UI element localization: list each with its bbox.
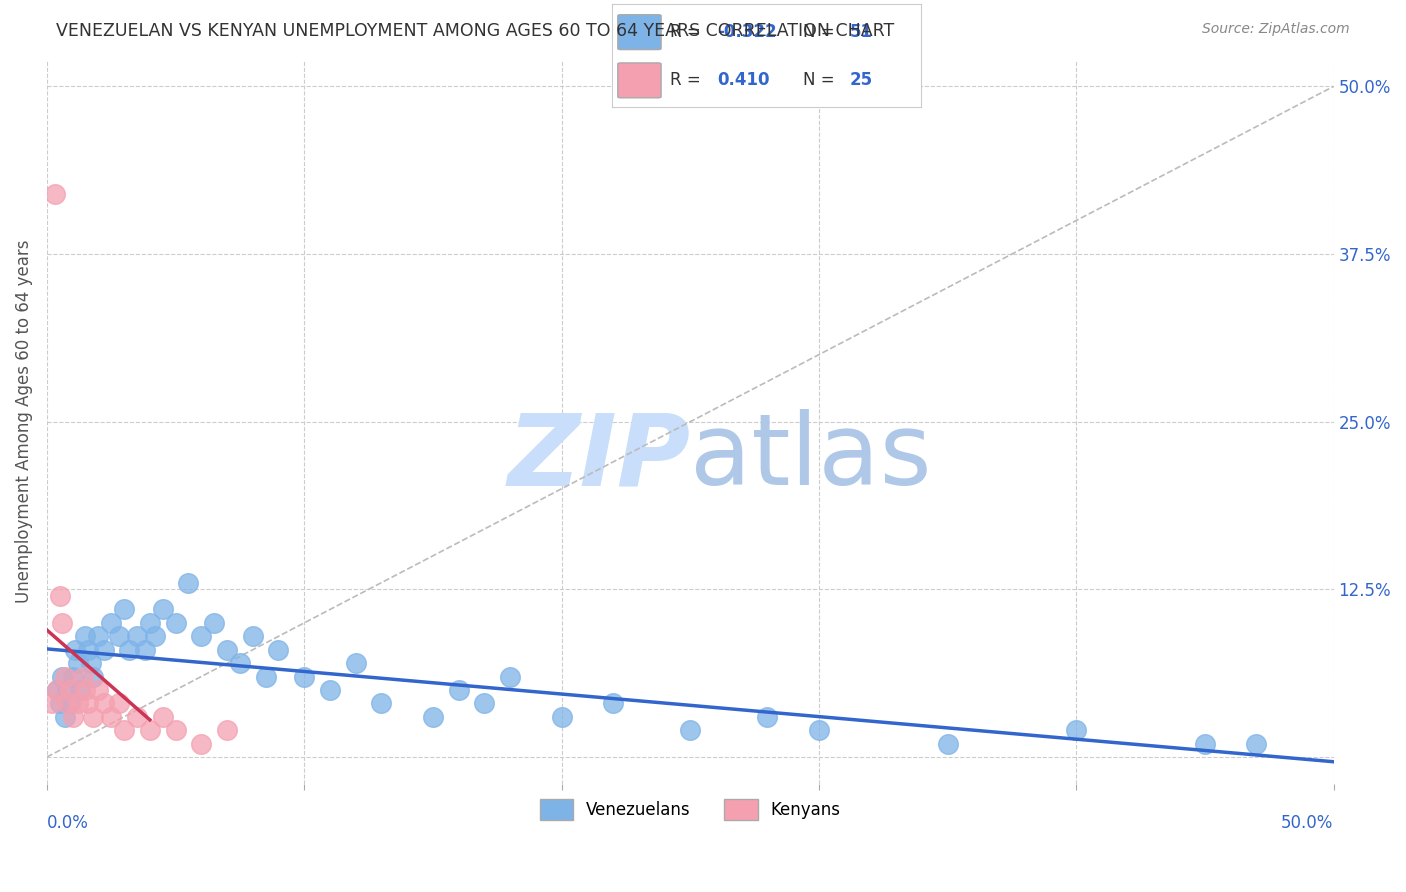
Point [79, 656, 101, 670]
Point [807, 723, 830, 738]
Text: VENEZUELAN VS KENYAN UNEMPLOYMENT AMONG AGES 60 TO 64 YEARS CORRELATION CHART: VENEZUELAN VS KENYAN UNEMPLOYMENT AMONG … [56, 22, 894, 40]
Point [82, 669, 104, 683]
Point [550, 710, 572, 724]
Point [66, 697, 89, 711]
Text: ZIP: ZIP [508, 409, 690, 507]
Point [82, 710, 104, 724]
Point [1064, 723, 1087, 738]
Text: atlas: atlas [690, 409, 932, 507]
Point [62, 710, 84, 724]
Point [202, 615, 225, 630]
Point [46, 682, 69, 697]
Point [215, 723, 238, 738]
Text: Source: ZipAtlas.com: Source: ZipAtlas.com [1202, 22, 1350, 37]
Point [72, 669, 94, 683]
Point [267, 642, 290, 657]
Point [108, 629, 131, 643]
Text: R =: R = [671, 71, 706, 89]
Point [472, 697, 495, 711]
Point [100, 615, 122, 630]
Point [190, 737, 212, 751]
Point [370, 697, 392, 711]
Point [51, 669, 73, 683]
Point [44, 186, 66, 201]
Point [242, 629, 264, 643]
Point [165, 615, 187, 630]
Point [87, 682, 110, 697]
Point [139, 615, 162, 630]
Text: 0.0%: 0.0% [46, 814, 89, 832]
Point [59, 682, 82, 697]
Text: R =: R = [671, 23, 706, 41]
Point [62, 669, 84, 683]
Point [499, 669, 522, 683]
Point [756, 710, 779, 724]
Point [66, 656, 89, 670]
Point [254, 669, 277, 683]
Point [292, 669, 315, 683]
Text: N =: N = [803, 71, 841, 89]
Point [229, 656, 252, 670]
Point [112, 602, 135, 616]
Point [134, 642, 156, 657]
Point [100, 710, 122, 724]
Point [75, 682, 97, 697]
Point [1246, 737, 1268, 751]
Point [51, 615, 73, 630]
Point [679, 723, 702, 738]
Point [344, 656, 367, 670]
Point [112, 723, 135, 738]
Point [53, 669, 76, 683]
Point [41, 697, 63, 711]
Point [139, 723, 162, 738]
Point [87, 629, 110, 643]
Point [319, 682, 342, 697]
Point [59, 697, 82, 711]
Point [77, 697, 100, 711]
Point [118, 642, 141, 657]
Point [93, 642, 115, 657]
Text: N =: N = [803, 23, 841, 41]
Point [1194, 737, 1216, 751]
Point [936, 737, 959, 751]
Text: 25: 25 [849, 71, 873, 89]
Point [125, 710, 148, 724]
Point [190, 629, 212, 643]
Point [75, 629, 97, 643]
Point [215, 642, 238, 657]
Point [69, 682, 91, 697]
Point [165, 723, 187, 738]
Point [63, 642, 86, 657]
Point [53, 710, 76, 724]
FancyBboxPatch shape [617, 63, 661, 98]
Point [602, 697, 624, 711]
Point [108, 697, 131, 711]
Point [93, 697, 115, 711]
Point [77, 642, 100, 657]
Text: 51: 51 [849, 23, 873, 41]
Point [152, 710, 174, 724]
Legend: Venezuelans, Kenyans: Venezuelans, Kenyans [533, 792, 848, 826]
Point [46, 682, 69, 697]
Text: -0.322: -0.322 [717, 23, 776, 41]
Point [56, 682, 79, 697]
FancyBboxPatch shape [617, 15, 661, 50]
Y-axis label: Unemployment Among Ages 60 to 64 years: Unemployment Among Ages 60 to 64 years [15, 240, 32, 604]
Point [56, 697, 79, 711]
Point [49, 697, 72, 711]
Point [152, 602, 174, 616]
Point [447, 682, 470, 697]
Text: 0.410: 0.410 [717, 71, 769, 89]
Text: 50.0%: 50.0% [1281, 814, 1333, 832]
Point [49, 589, 72, 603]
Point [422, 710, 444, 724]
Point [125, 629, 148, 643]
Point [143, 629, 166, 643]
Point [177, 575, 200, 590]
